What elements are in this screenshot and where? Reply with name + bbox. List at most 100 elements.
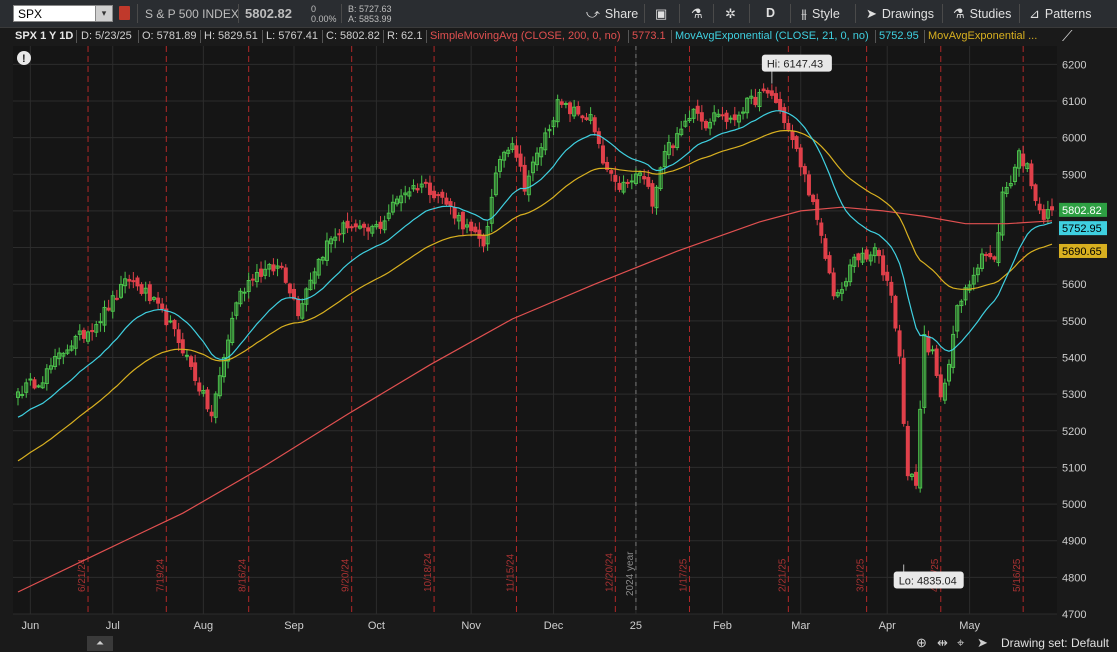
candle-body — [329, 238, 334, 245]
period-marker-label: 5/16/25 — [1012, 558, 1023, 592]
lab-button[interactable]: ⚗ — [691, 0, 708, 27]
patterns-button[interactable]: ⊿ Patterns — [1029, 0, 1091, 27]
candle-body — [930, 349, 935, 352]
candle-body — [835, 292, 840, 297]
ema-yellow-price-tag-bg — [1059, 243, 1107, 258]
symbol-dropdown-icon[interactable]: ▾ — [95, 6, 112, 21]
candle-body — [444, 197, 449, 205]
candle-body — [893, 295, 898, 329]
candle-body — [28, 378, 33, 381]
candle-body — [621, 181, 626, 193]
candle-body — [646, 176, 651, 187]
date-readout: D: 5/23/25 — [81, 30, 132, 42]
candle-body — [1017, 150, 1022, 169]
settings-button[interactable]: ✲ — [725, 0, 741, 27]
period-marker-label: 1/17/25 — [678, 558, 689, 592]
candle-body — [135, 277, 140, 287]
candle-body — [823, 238, 828, 259]
candle-body — [605, 161, 610, 170]
candle-body — [568, 102, 573, 115]
candle-body — [1029, 163, 1034, 187]
candle-body — [530, 161, 535, 174]
alert-icon — [17, 51, 31, 65]
ema-yellow-legend[interactable]: MovAvgExponential ... — [928, 30, 1038, 42]
candle-body — [844, 281, 849, 287]
candle-body — [497, 159, 502, 172]
candle-body — [1033, 184, 1038, 202]
crosshair-icon[interactable]: ⌖ — [957, 635, 965, 650]
candle-body — [403, 192, 408, 196]
collapse-panel-button[interactable]: ⏶ — [87, 636, 113, 651]
candle-body — [522, 164, 527, 192]
share-button[interactable]: ⤻ Share — [586, 0, 638, 27]
candle-body — [741, 111, 746, 114]
candle-body — [164, 308, 169, 326]
sma200-value: 5773.1 — [632, 30, 666, 42]
candle-body — [151, 297, 156, 300]
candle-body — [366, 227, 371, 232]
sma200-legend[interactable]: SimpleMovingAvg (CLOSE, 200, 0, no) — [430, 30, 621, 42]
bid-price: B: 5727.63 — [348, 4, 392, 14]
ema21-legend[interactable]: MovAvgExponential (CLOSE, 21, 0, no) — [675, 30, 869, 42]
chart-settings-button[interactable]: ▣ — [655, 0, 672, 27]
y-tick-label: 6200 — [1062, 59, 1086, 71]
y-tick-label: 5500 — [1062, 316, 1086, 328]
candle-body — [691, 108, 696, 119]
candle-body — [510, 143, 515, 150]
candle-body — [971, 274, 976, 285]
ema21-price-tag-bg — [1059, 221, 1107, 236]
candle-body — [1008, 183, 1013, 187]
candle-body — [176, 329, 181, 344]
symbol-text[interactable]: SPX — [18, 7, 43, 21]
candle-body — [864, 249, 869, 260]
candle-body — [596, 131, 601, 144]
open-readout: O: 5781.89 — [142, 30, 197, 42]
flag-icon[interactable] — [119, 6, 130, 20]
last-price: 5802.82 — [245, 6, 292, 21]
drawings-button[interactable]: ➤ Drawings — [866, 0, 934, 27]
legend-divider — [875, 30, 876, 43]
price-chart[interactable]: 4700 4800 4900 5000 5100 5200 5300 5400 5500 5600… — [0, 0, 1117, 634]
candle-body — [885, 271, 890, 281]
candle-body — [518, 153, 523, 167]
ema-yellow-price-tag: 5690.65 — [1062, 246, 1102, 258]
candle-body — [654, 186, 659, 209]
candle-body — [918, 408, 923, 489]
candle-body — [110, 295, 115, 312]
candle-body — [481, 234, 486, 247]
candle-body — [477, 229, 482, 239]
candle-body — [699, 112, 704, 122]
candle-body — [209, 411, 214, 417]
ema21-price-tag: 5752.95 — [1062, 223, 1102, 235]
candle-body — [73, 335, 78, 349]
candle-body — [794, 136, 799, 150]
timeframe-button[interactable]: D — [766, 6, 776, 20]
x-tick-label: Feb — [713, 620, 732, 632]
extreme-label-bg — [761, 54, 832, 72]
candle-body — [975, 267, 980, 276]
pan-icon[interactable]: ⇹ — [937, 635, 948, 650]
style-button[interactable]: ⫵ Style — [801, 0, 840, 27]
zoom-in-icon[interactable]: ⊕ — [916, 635, 927, 650]
candle-body — [584, 117, 589, 120]
x-tick-label: 25 — [630, 620, 642, 632]
legend-divider — [383, 30, 384, 43]
candle-body — [909, 473, 914, 477]
candle-body — [819, 222, 824, 236]
trend-line-icon[interactable]: ⟋ — [1062, 28, 1073, 45]
candle-body — [712, 112, 717, 122]
candle-body — [131, 280, 136, 283]
cursor-icon[interactable]: ➤ — [977, 635, 988, 650]
candle-body — [362, 223, 367, 228]
candle-body — [963, 287, 968, 301]
y-tick-label: 6100 — [1062, 96, 1086, 108]
candle-body — [703, 120, 708, 129]
candle-body — [708, 121, 713, 129]
candle-body — [786, 122, 791, 130]
candle-body — [267, 264, 272, 270]
symbol-input[interactable]: SPX ▾ — [13, 5, 113, 22]
y-tick-label: 5200 — [1062, 426, 1086, 438]
studies-button[interactable]: ⚗ Studies — [953, 0, 1011, 27]
candle-body — [658, 167, 663, 190]
y-tick-label: 5400 — [1062, 352, 1086, 364]
